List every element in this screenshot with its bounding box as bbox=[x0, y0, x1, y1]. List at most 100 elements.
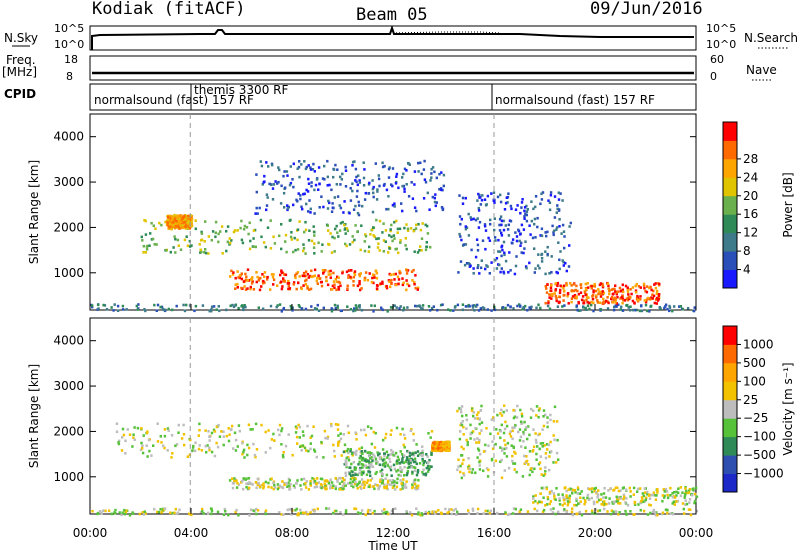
power-echo-cell bbox=[228, 243, 231, 246]
power-echo-cell bbox=[297, 304, 301, 307]
velocity-echo-cell bbox=[384, 436, 387, 440]
velocity-echo-cell bbox=[321, 485, 325, 489]
velocity-echo-cell bbox=[633, 503, 637, 506]
power-echo-cell bbox=[363, 276, 367, 280]
velocity-echo-cell bbox=[96, 512, 99, 516]
power-echo-cell bbox=[649, 285, 652, 289]
power-echo-cell bbox=[655, 289, 659, 293]
velocity-echo-cell bbox=[402, 443, 405, 447]
power-echo-cell bbox=[286, 204, 289, 207]
power-echo-cell bbox=[478, 220, 482, 224]
velocity-echo-cell bbox=[549, 413, 552, 417]
velocity-echo-cell bbox=[389, 468, 393, 472]
velocity-echo-cell bbox=[538, 500, 541, 503]
velocity-echo-cell bbox=[671, 495, 675, 499]
power-echo-cell bbox=[185, 303, 188, 307]
velocity-echo-cell bbox=[519, 420, 523, 424]
velocity-echo-cell bbox=[198, 428, 201, 432]
velocity-echo-cell bbox=[344, 484, 347, 487]
velocity-echo-cell bbox=[256, 477, 259, 481]
velocity-echo-cell bbox=[419, 513, 422, 517]
velocity-echo-cell bbox=[434, 444, 438, 448]
power-echo-cell bbox=[405, 223, 408, 226]
velocity-echo-cell bbox=[386, 456, 389, 459]
velocity-echo-cell bbox=[385, 486, 388, 490]
velocity-echo-cell bbox=[352, 460, 356, 464]
velocity-echo-cell bbox=[542, 496, 545, 499]
power-echo-cell bbox=[378, 219, 382, 223]
velocity-echo-cell bbox=[468, 467, 471, 471]
velocity-echo-cell bbox=[193, 449, 197, 453]
power-echo-cell bbox=[387, 251, 390, 254]
velocity-echo-cell bbox=[499, 446, 502, 449]
velocity-echo-cell bbox=[200, 449, 204, 452]
power-echo-cell bbox=[265, 208, 268, 212]
velocity-echo-cell bbox=[354, 451, 357, 455]
velocity-echo-cell bbox=[535, 441, 538, 444]
power-echo-cell bbox=[523, 206, 527, 209]
velocity-echo-cell bbox=[536, 509, 539, 513]
velocity-echo-cell bbox=[421, 471, 424, 474]
power-echo-cell bbox=[168, 222, 171, 225]
nave-tick-bottom: 0 bbox=[710, 70, 717, 83]
velocity-echo-cell bbox=[207, 430, 210, 433]
velocity-echo-cell bbox=[146, 455, 149, 458]
power-echo-cell bbox=[312, 162, 315, 166]
velocity-echo-cell bbox=[313, 485, 316, 489]
velocity-echo-cell bbox=[368, 471, 372, 474]
power-echo-cell bbox=[218, 309, 221, 313]
power-echo-cell bbox=[427, 305, 431, 308]
velocity-echo-cell bbox=[677, 487, 680, 490]
velocity-echo-cell bbox=[458, 437, 462, 441]
velocity-echo-cell bbox=[480, 421, 484, 424]
velocity-echo-cell bbox=[133, 438, 136, 441]
velocity-echo-cell bbox=[360, 487, 363, 490]
velocity-echo-cell bbox=[243, 456, 246, 459]
power-echo-cell bbox=[297, 281, 300, 285]
power-echo-cell bbox=[601, 284, 605, 288]
velocity-echo-cell bbox=[341, 513, 345, 516]
velocity-echo-cell bbox=[403, 454, 406, 457]
power-echo-cell bbox=[593, 285, 596, 288]
velocity-echo-cell bbox=[367, 470, 370, 473]
velocity-echo-cell bbox=[654, 498, 658, 501]
velocity-echo-cell bbox=[309, 442, 312, 445]
velocity-echo-cell bbox=[389, 465, 393, 468]
velocity-echo-cell bbox=[499, 412, 502, 415]
velocity-colorbar-swatch bbox=[723, 436, 737, 456]
velocity-echo-cell bbox=[309, 480, 312, 483]
power-echo-cell bbox=[303, 274, 306, 278]
velocity-echo-cell bbox=[357, 463, 360, 466]
power-echo-cell bbox=[175, 220, 178, 223]
power-echo-cell bbox=[372, 226, 375, 229]
power-echo-cell bbox=[643, 299, 646, 302]
power-echo-cell bbox=[335, 224, 338, 228]
velocity-echo-cell bbox=[124, 452, 127, 455]
velocity-echo-cell bbox=[166, 427, 170, 430]
velocity-echo-cell bbox=[176, 511, 180, 515]
velocity-echo-cell bbox=[478, 460, 481, 464]
power-echo-cell bbox=[531, 236, 535, 240]
velocity-echo-cell bbox=[376, 460, 379, 464]
power-echo-cell bbox=[355, 195, 359, 198]
velocity-echo-cell bbox=[354, 507, 358, 511]
velocity-echo-cell bbox=[565, 495, 568, 499]
power-echo-cell bbox=[360, 224, 363, 227]
power-echo-cell bbox=[375, 287, 379, 290]
velocity-echo-cell bbox=[471, 468, 474, 471]
power-echo-cell bbox=[413, 250, 416, 253]
power-echo-cell bbox=[507, 192, 510, 195]
velocity-echo-cell bbox=[476, 417, 479, 420]
velocity-echo-cell bbox=[459, 430, 462, 433]
velocity-echo-cell bbox=[326, 435, 330, 439]
power-echo-cell bbox=[309, 287, 313, 291]
velocity-echo-cell bbox=[669, 494, 672, 497]
velocity-echo-cell bbox=[282, 513, 285, 516]
power-echo-cell bbox=[571, 295, 575, 298]
power-echo-cell bbox=[610, 296, 614, 299]
power-echo-cell bbox=[476, 303, 479, 307]
power-echo-cell bbox=[656, 299, 660, 302]
velocity-echo-cell bbox=[208, 439, 211, 442]
velocity-echo-cell bbox=[442, 445, 445, 448]
velocity-echo-cell bbox=[352, 485, 355, 489]
